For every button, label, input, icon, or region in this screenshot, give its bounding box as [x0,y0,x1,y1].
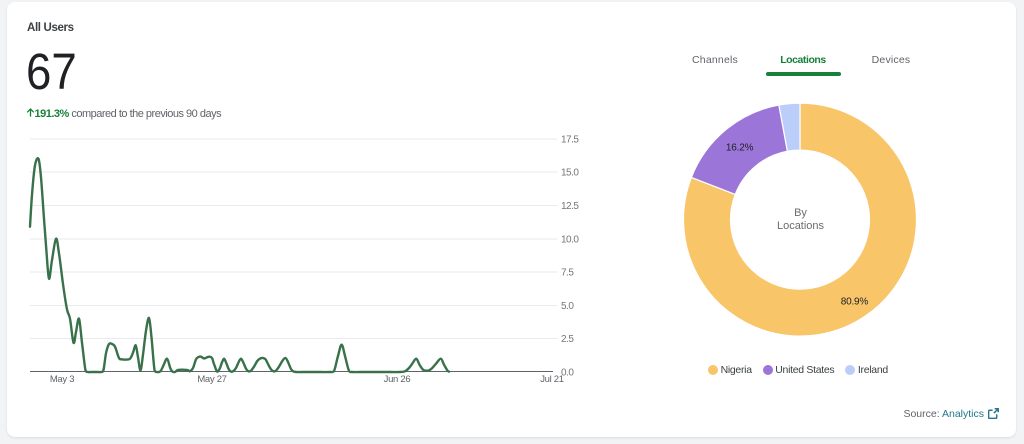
svg-text:0.0: 0.0 [561,368,574,379]
svg-text:May 3: May 3 [50,374,74,385]
svg-text:7.5: 7.5 [561,268,574,279]
svg-text:16.2%: 16.2% [726,143,754,154]
svg-text:May 27: May 27 [197,374,226,385]
svg-text:17.5: 17.5 [561,134,579,145]
svg-text:5.0: 5.0 [561,301,574,312]
svg-text:Jun 26: Jun 26 [384,374,411,385]
svg-text:10.0: 10.0 [561,234,579,245]
svg-text:80.9%: 80.9% [841,297,869,308]
svg-text:2.5: 2.5 [561,334,574,345]
svg-text:15.0: 15.0 [561,168,579,179]
svg-text:12.5: 12.5 [561,201,579,212]
svg-text:Jul 21: Jul 21 [540,374,564,385]
